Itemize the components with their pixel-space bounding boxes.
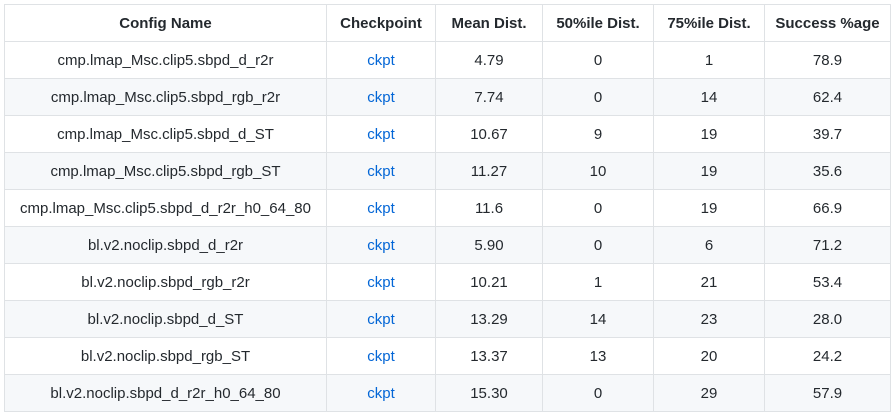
cell-50pct-dist: 1 <box>542 263 654 301</box>
header-50pct-dist: 50%ile Dist. <box>542 4 654 42</box>
cell-50pct-dist: 0 <box>542 78 654 116</box>
checkpoint-link[interactable]: ckpt <box>367 125 395 143</box>
checkpoint-link[interactable]: ckpt <box>367 51 395 69</box>
cell-checkpoint: ckpt <box>326 374 436 412</box>
cell-75pct-dist: 6 <box>653 226 765 264</box>
cell-50pct-dist: 0 <box>542 189 654 227</box>
cell-75pct-dist: 23 <box>653 300 765 338</box>
cell-75pct-dist: 19 <box>653 115 765 153</box>
cell-50pct-dist: 0 <box>542 374 654 412</box>
cell-mean-dist: 15.30 <box>435 374 543 412</box>
cell-success-pct: 35.6 <box>764 152 891 190</box>
cell-config-name: bl.v2.noclip.sbpd_d_ST <box>4 300 327 338</box>
cell-75pct-dist: 14 <box>653 78 765 116</box>
cell-50pct-dist: 0 <box>542 226 654 264</box>
table-row: cmp.lmap_Msc.clip5.sbpd_d_r2r ckpt 4.79 0 1 7… <box>4 41 891 79</box>
cell-success-pct: 24.2 <box>764 337 891 375</box>
checkpoint-link[interactable]: ckpt <box>367 88 395 106</box>
cell-success-pct: 28.0 <box>764 300 891 338</box>
cell-mean-dist: 4.79 <box>435 41 543 79</box>
cell-success-pct: 62.4 <box>764 78 891 116</box>
cell-mean-dist: 7.74 <box>435 78 543 116</box>
cell-config-name: bl.v2.noclip.sbpd_rgb_r2r <box>4 263 327 301</box>
header-checkpoint: Checkpoint <box>326 4 436 42</box>
table-row: cmp.lmap_Msc.clip5.sbpd_rgb_ST ckpt 11.27 1… <box>4 152 891 190</box>
cell-success-pct: 78.9 <box>764 41 891 79</box>
table-row: cmp.lmap_Msc.clip5.sbpd_d_r2r_h0_64_80 ck… <box>4 189 891 227</box>
cell-mean-dist: 11.6 <box>435 189 543 227</box>
header-row: Config Name Checkpoint Mean Dist. 50%ile… <box>4 4 891 42</box>
results-table-body: cmp.lmap_Msc.clip5.sbpd_d_r2r ckpt 4.79 0 1 7… <box>4 41 891 412</box>
cell-success-pct: 66.9 <box>764 189 891 227</box>
cell-50pct-dist: 9 <box>542 115 654 153</box>
cell-mean-dist: 11.27 <box>435 152 543 190</box>
cell-checkpoint: ckpt <box>326 189 436 227</box>
cell-50pct-dist: 10 <box>542 152 654 190</box>
checkpoint-link[interactable]: ckpt <box>367 310 395 328</box>
table-row: bl.v2.noclip.sbpd_rgb_r2r ckpt 10.21 1 21 53.… <box>4 263 891 301</box>
cell-checkpoint: ckpt <box>326 115 436 153</box>
checkpoint-link[interactable]: ckpt <box>367 384 395 402</box>
cell-success-pct: 71.2 <box>764 226 891 264</box>
cell-success-pct: 53.4 <box>764 263 891 301</box>
cell-75pct-dist: 1 <box>653 41 765 79</box>
cell-config-name: cmp.lmap_Msc.clip5.sbpd_rgb_ST <box>4 152 327 190</box>
cell-checkpoint: ckpt <box>326 152 436 190</box>
cell-config-name: cmp.lmap_Msc.clip5.sbpd_d_r2r_h0_64_80 <box>4 189 327 227</box>
header-mean-dist: Mean Dist. <box>435 4 543 42</box>
results-table-header: Config Name Checkpoint Mean Dist. 50%ile… <box>4 4 891 42</box>
cell-50pct-dist: 0 <box>542 41 654 79</box>
cell-checkpoint: ckpt <box>326 300 436 338</box>
table-row: bl.v2.noclip.sbpd_d_r2r ckpt 5.90 0 6 71.2 <box>4 226 891 264</box>
cell-75pct-dist: 20 <box>653 337 765 375</box>
checkpoint-link[interactable]: ckpt <box>367 199 395 217</box>
cell-mean-dist: 10.67 <box>435 115 543 153</box>
header-success-pct: Success %age <box>764 4 891 42</box>
header-config-name: Config Name <box>4 4 327 42</box>
cell-config-name: cmp.lmap_Msc.clip5.sbpd_d_r2r <box>4 41 327 79</box>
cell-config-name: cmp.lmap_Msc.clip5.sbpd_d_ST <box>4 115 327 153</box>
cell-50pct-dist: 14 <box>542 300 654 338</box>
cell-checkpoint: ckpt <box>326 337 436 375</box>
table-row: bl.v2.noclip.sbpd_d_r2r_h0_64_80 ckpt 15.3… <box>4 374 891 412</box>
cell-75pct-dist: 19 <box>653 189 765 227</box>
checkpoint-link[interactable]: ckpt <box>367 236 395 254</box>
table-row: bl.v2.noclip.sbpd_rgb_ST ckpt 13.37 13 20 24.… <box>4 337 891 375</box>
cell-checkpoint: ckpt <box>326 78 436 116</box>
cell-mean-dist: 10.21 <box>435 263 543 301</box>
cell-75pct-dist: 21 <box>653 263 765 301</box>
table-row: cmp.lmap_Msc.clip5.sbpd_rgb_r2r ckpt 7.74 0… <box>4 78 891 116</box>
checkpoint-link[interactable]: ckpt <box>367 347 395 365</box>
cell-50pct-dist: 13 <box>542 337 654 375</box>
cell-75pct-dist: 19 <box>653 152 765 190</box>
cell-success-pct: 39.7 <box>764 115 891 153</box>
cell-checkpoint: ckpt <box>326 226 436 264</box>
cell-config-name: bl.v2.noclip.sbpd_rgb_ST <box>4 337 327 375</box>
cell-success-pct: 57.9 <box>764 374 891 412</box>
cell-75pct-dist: 29 <box>653 374 765 412</box>
cell-mean-dist: 13.37 <box>435 337 543 375</box>
checkpoint-link[interactable]: ckpt <box>367 162 395 180</box>
cell-config-name: bl.v2.noclip.sbpd_d_r2r <box>4 226 327 264</box>
cell-mean-dist: 5.90 <box>435 226 543 264</box>
cell-config-name: cmp.lmap_Msc.clip5.sbpd_rgb_r2r <box>4 78 327 116</box>
header-75pct-dist: 75%ile Dist. <box>653 4 765 42</box>
table-row: bl.v2.noclip.sbpd_d_ST ckpt 13.29 14 23 28.0 <box>4 300 891 338</box>
cell-config-name: bl.v2.noclip.sbpd_d_r2r_h0_64_80 <box>4 374 327 412</box>
table-row: cmp.lmap_Msc.clip5.sbpd_d_ST ckpt 10.67 9 19… <box>4 115 891 153</box>
cell-mean-dist: 13.29 <box>435 300 543 338</box>
checkpoint-link[interactable]: ckpt <box>367 273 395 291</box>
cell-checkpoint: ckpt <box>326 263 436 301</box>
results-table: Config Name Checkpoint Mean Dist. 50%ile… <box>4 4 891 412</box>
cell-checkpoint: ckpt <box>326 41 436 79</box>
